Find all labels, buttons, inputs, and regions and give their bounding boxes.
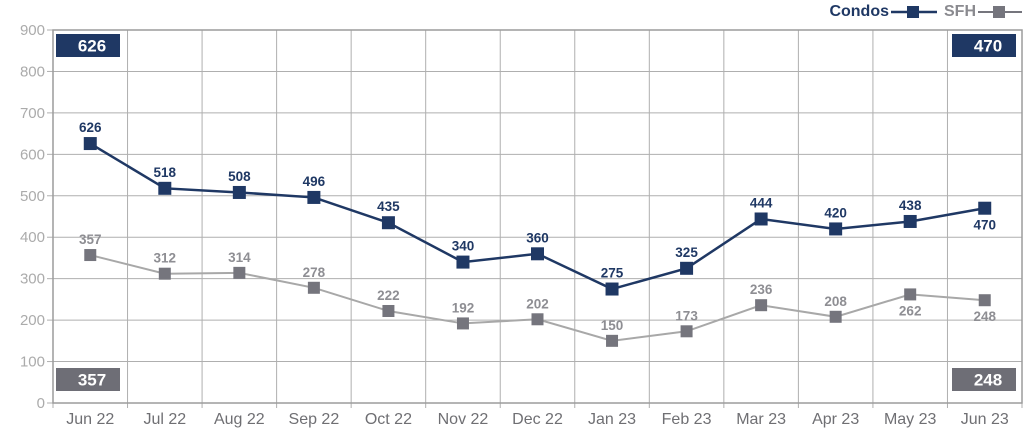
marker-sfh [307,281,320,294]
marker-sfh [233,266,246,279]
badge-value-bottom-left: 357 [78,371,106,390]
x-axis-label: Feb 23 [662,411,712,428]
marker-sfh [606,334,619,347]
data-label-condos: 435 [377,199,400,214]
legend-marker-condos-icon [907,6,919,18]
marker-sfh [680,325,693,338]
marker-condos [307,190,321,204]
data-label-sfh: 173 [675,308,698,323]
marker-condos [456,255,470,269]
marker-sfh [456,317,469,330]
marker-condos [83,137,97,151]
data-label-condos: 518 [154,165,177,180]
x-axis-label: Nov 22 [438,411,489,428]
badge-top-right [952,34,1016,57]
x-axis-label: Oct 22 [365,411,412,428]
marker-sfh [829,310,842,323]
data-label-sfh: 202 [526,296,549,311]
badge-top-left [56,34,120,57]
marker-condos [381,216,395,230]
marker-sfh [158,267,171,280]
marker-condos [232,185,246,199]
data-label-condos: 626 [79,120,102,135]
data-label-condos: 325 [675,245,698,260]
marker-sfh [755,299,768,312]
x-axis-label: Jan 23 [588,411,636,428]
badge-bottom-left [56,368,120,391]
x-axis-label: Sep 22 [289,411,340,428]
marker-sfh [904,288,917,301]
legend-line-marker-sfh [978,6,1022,18]
legend-item-condos: Condos [829,4,937,20]
marker-sfh [382,304,395,317]
marker-condos [754,212,768,226]
legend-label-sfh: SFH [944,3,976,20]
legend-line-marker-condos [891,6,937,18]
x-axis-label: May 23 [884,411,937,428]
marker-condos [158,181,172,195]
data-label-condos: 420 [824,205,847,220]
legend: Condos SFH [829,4,1022,20]
series-line-condos [89,142,985,291]
data-label-sfh: 222 [377,288,400,303]
marker-condos [903,214,917,228]
badge-value-top-right: 470 [974,37,1002,56]
y-axis-label: 700 [20,105,45,122]
data-label-sfh: 278 [303,265,326,280]
data-label-condos: 496 [303,174,326,189]
marker-condos [680,261,694,275]
marker-condos [829,222,843,236]
y-axis-label: 200 [20,312,45,329]
data-label-sfh: 314 [228,250,251,265]
marker-condos [605,282,619,296]
data-label-sfh: 236 [750,282,773,297]
badge-value-bottom-right: 248 [974,371,1002,390]
data-label-condos: 340 [452,239,475,254]
y-axis-label: 300 [20,271,45,288]
x-axis-label: Jun 22 [66,411,114,428]
marker-sfh [531,313,544,326]
data-label-sfh: 312 [154,251,177,266]
data-label-sfh: 248 [973,309,996,324]
data-label-sfh: 357 [79,232,102,247]
y-axis-label: 0 [37,395,45,412]
marker-sfh [978,294,991,307]
x-axis-label: Mar 23 [736,411,786,428]
y-axis-label: 600 [20,146,45,163]
marker-sfh [84,249,97,262]
data-label-condos: 360 [526,230,549,245]
legend-marker-sfh-icon [993,6,1005,18]
data-label-condos: 470 [973,218,996,233]
badge-bottom-right [952,368,1016,391]
y-axis-label: 900 [20,22,45,39]
legend-item-sfh: SFH [944,4,1022,20]
x-axis-label: Aug 22 [214,411,265,428]
legend-label-condos: Condos [829,3,889,20]
x-axis-label: Apr 23 [812,411,859,428]
y-axis-label: 100 [20,354,45,371]
badge-value-top-left: 626 [78,37,106,56]
data-label-condos: 444 [750,195,773,210]
marker-condos [978,201,992,215]
y-axis-label: 800 [20,63,45,80]
plot-border [52,29,1023,404]
x-axis-label: Dec 22 [512,411,563,428]
data-label-sfh: 192 [452,300,475,315]
data-label-condos: 275 [601,266,624,281]
x-axis-label: Jun 23 [961,411,1009,428]
x-axis-label: Jul 22 [143,411,186,428]
data-label-condos: 438 [899,198,922,213]
marker-condos [531,247,544,261]
y-axis-label: 400 [20,229,45,246]
data-label-sfh: 262 [899,303,922,318]
data-label-sfh: 208 [824,294,847,309]
data-label-sfh: 150 [601,318,624,333]
y-axis-label: 500 [20,188,45,205]
data-label-condos: 508 [228,169,251,184]
